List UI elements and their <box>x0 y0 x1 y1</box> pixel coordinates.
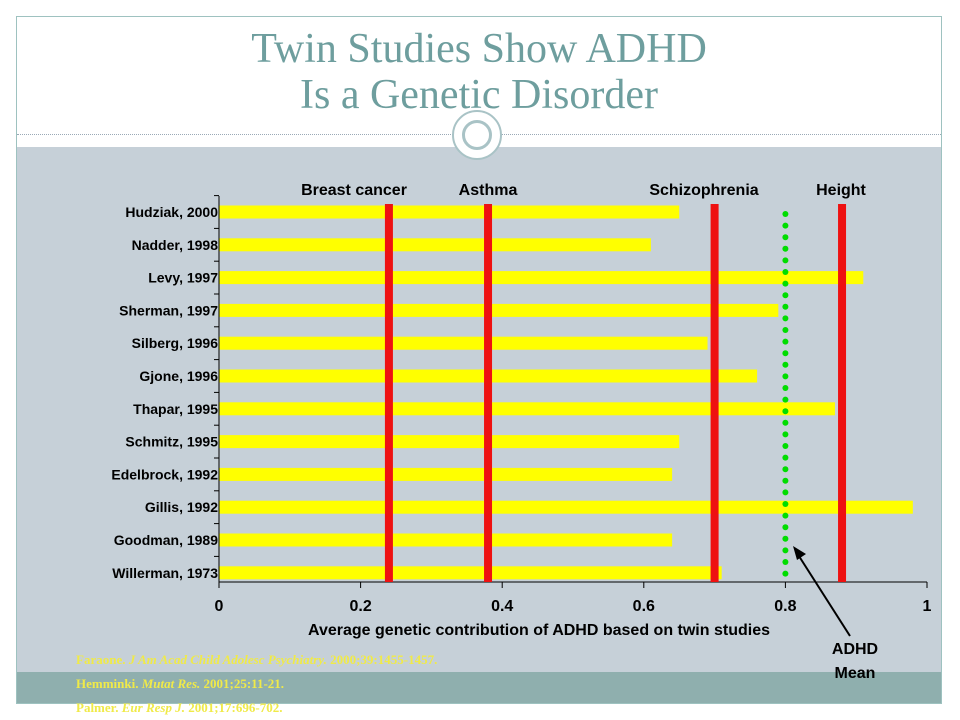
reference-line-label-1: Breast cancer <box>301 182 407 199</box>
adhd-mean-dot-1 <box>782 211 789 217</box>
reference-3-details: 2001;17:696-702. <box>188 700 283 715</box>
adhd-mean-dot-20 <box>782 431 789 438</box>
reference-line-1 <box>384 204 393 582</box>
bar-5 <box>219 336 708 350</box>
adhd-mean-dot-8 <box>782 292 789 299</box>
x-tick-label-3: 0.6 <box>633 598 655 615</box>
reference-line-4 <box>838 204 847 582</box>
x-tick-label-4: 0.8 <box>774 598 796 615</box>
adhd-mean-dot-9 <box>782 303 789 310</box>
category-label-7: Thapar, 1995 <box>133 401 218 417</box>
adhd-mean-dot-26 <box>782 501 789 507</box>
reference-line-label-3: Schizophrenia <box>649 182 758 199</box>
slide-frame <box>16 16 942 704</box>
category-label-9: Edelbrock, 1992 <box>111 466 218 482</box>
category-label-12: Willerman, 1973 <box>112 565 218 581</box>
category-label-1: Hudziak, 2000 <box>125 204 218 220</box>
footer-band <box>17 672 941 703</box>
category-label-2: Nadder, 1998 <box>132 237 219 253</box>
divider-ring-inner-icon <box>462 120 492 150</box>
reference-3-authors: Palmer. <box>76 700 119 715</box>
x-tick-label-5: 1 <box>923 598 932 615</box>
bar-11 <box>219 533 673 547</box>
reference-1: Faraone. J Am Acad Child Adolesc Psychia… <box>76 648 636 672</box>
divider-ring-icon <box>452 110 502 160</box>
adhd-mean-dot-13 <box>782 350 789 357</box>
bar-2 <box>219 238 651 252</box>
category-label-4: Sherman, 1997 <box>119 302 218 318</box>
adhd-mean-dot-18 <box>782 408 789 415</box>
adhd-mean-dot-24 <box>782 477 789 484</box>
adhd-mean-dot-5 <box>782 257 789 264</box>
bar-1 <box>219 205 680 219</box>
adhd-mean-label-line-2: Mean <box>835 665 876 682</box>
bar-4 <box>219 303 779 317</box>
category-label-11: Goodman, 1989 <box>114 532 218 548</box>
adhd-mean-dot-32 <box>782 570 789 577</box>
adhd-mean-dot-27 <box>782 512 789 519</box>
category-label-10: Gillis, 1992 <box>145 499 218 515</box>
adhd-mean-dot-10 <box>782 315 789 322</box>
adhd-mean-dot-21 <box>782 443 789 449</box>
adhd-mean-dot-31 <box>782 559 789 565</box>
adhd-mean-dot-19 <box>782 419 789 426</box>
adhd-mean-dot-25 <box>782 489 789 496</box>
adhd-mean-dot-17 <box>782 396 789 403</box>
reference-3: Palmer. Eur Resp J. 2001;17:696-702. <box>76 696 636 720</box>
reference-2-authors: Hemminki. <box>76 676 139 691</box>
adhd-mean-dot-3 <box>782 234 789 241</box>
adhd-mean-dot-22 <box>782 454 789 461</box>
adhd-mean-dot-28 <box>782 524 789 531</box>
category-label-8: Schmitz, 1995 <box>125 434 218 450</box>
reference-1-authors: Faraone. <box>76 652 126 667</box>
reference-line-3 <box>710 204 719 582</box>
adhd-mean-dot-15 <box>782 373 789 380</box>
x-tick-label-1: 0.2 <box>349 598 371 615</box>
bar-10 <box>219 500 913 514</box>
reference-2: Hemminki. Mutat Res. 2001;25:11-21. <box>76 672 636 696</box>
bar-7 <box>219 402 835 416</box>
reference-3-journal: Eur Resp J. <box>121 700 185 715</box>
adhd-mean-arrow-line <box>796 552 851 637</box>
adhd-mean-dot-23 <box>782 466 789 473</box>
bar-9 <box>219 467 673 481</box>
x-axis-label: Average genetic contribution of ADHD bas… <box>308 622 770 639</box>
adhd-mean-dot-7 <box>782 280 789 287</box>
bar-3 <box>219 271 864 285</box>
adhd-mean-dot-16 <box>782 385 789 391</box>
category-label-3: Levy, 1997 <box>148 270 218 286</box>
x-tick-label-2: 0.4 <box>491 598 513 615</box>
x-tick-label-0: 0 <box>215 598 224 615</box>
reference-2-details: 2001;25:11-21. <box>203 676 285 691</box>
title-line-1: Twin Studies Show ADHD <box>251 26 707 72</box>
category-label-5: Silberg, 1996 <box>132 335 219 351</box>
adhd-mean-dot-6 <box>782 269 789 275</box>
adhd-mean-arrow-head-icon <box>793 546 806 560</box>
adhd-mean-dot-4 <box>782 245 789 252</box>
references: Faraone. J Am Acad Child Adolesc Psychia… <box>76 648 636 720</box>
reference-1-details: 2000;39:1455-1457. <box>330 652 438 667</box>
category-label-6: Gjone, 1996 <box>139 368 218 384</box>
reference-line-label-2: Asthma <box>459 182 518 199</box>
reference-line-2 <box>484 204 493 582</box>
adhd-mean-dot-2 <box>782 222 789 229</box>
adhd-mean-dot-11 <box>782 327 789 333</box>
adhd-mean-dot-12 <box>782 338 789 345</box>
adhd-mean-dot-14 <box>782 361 789 368</box>
adhd-mean-dot-30 <box>782 547 789 554</box>
bar-8 <box>219 435 680 449</box>
reference-line-label-4: Height <box>816 182 866 199</box>
reference-1-journal: J Am Acad Child Adolesc Psychiatry. <box>128 652 327 667</box>
adhd-mean-dot-29 <box>782 535 789 542</box>
reference-2-journal: Mutat Res. <box>141 676 201 691</box>
bar-12 <box>219 566 722 580</box>
adhd-mean-label-line-1: ADHD <box>832 641 878 658</box>
